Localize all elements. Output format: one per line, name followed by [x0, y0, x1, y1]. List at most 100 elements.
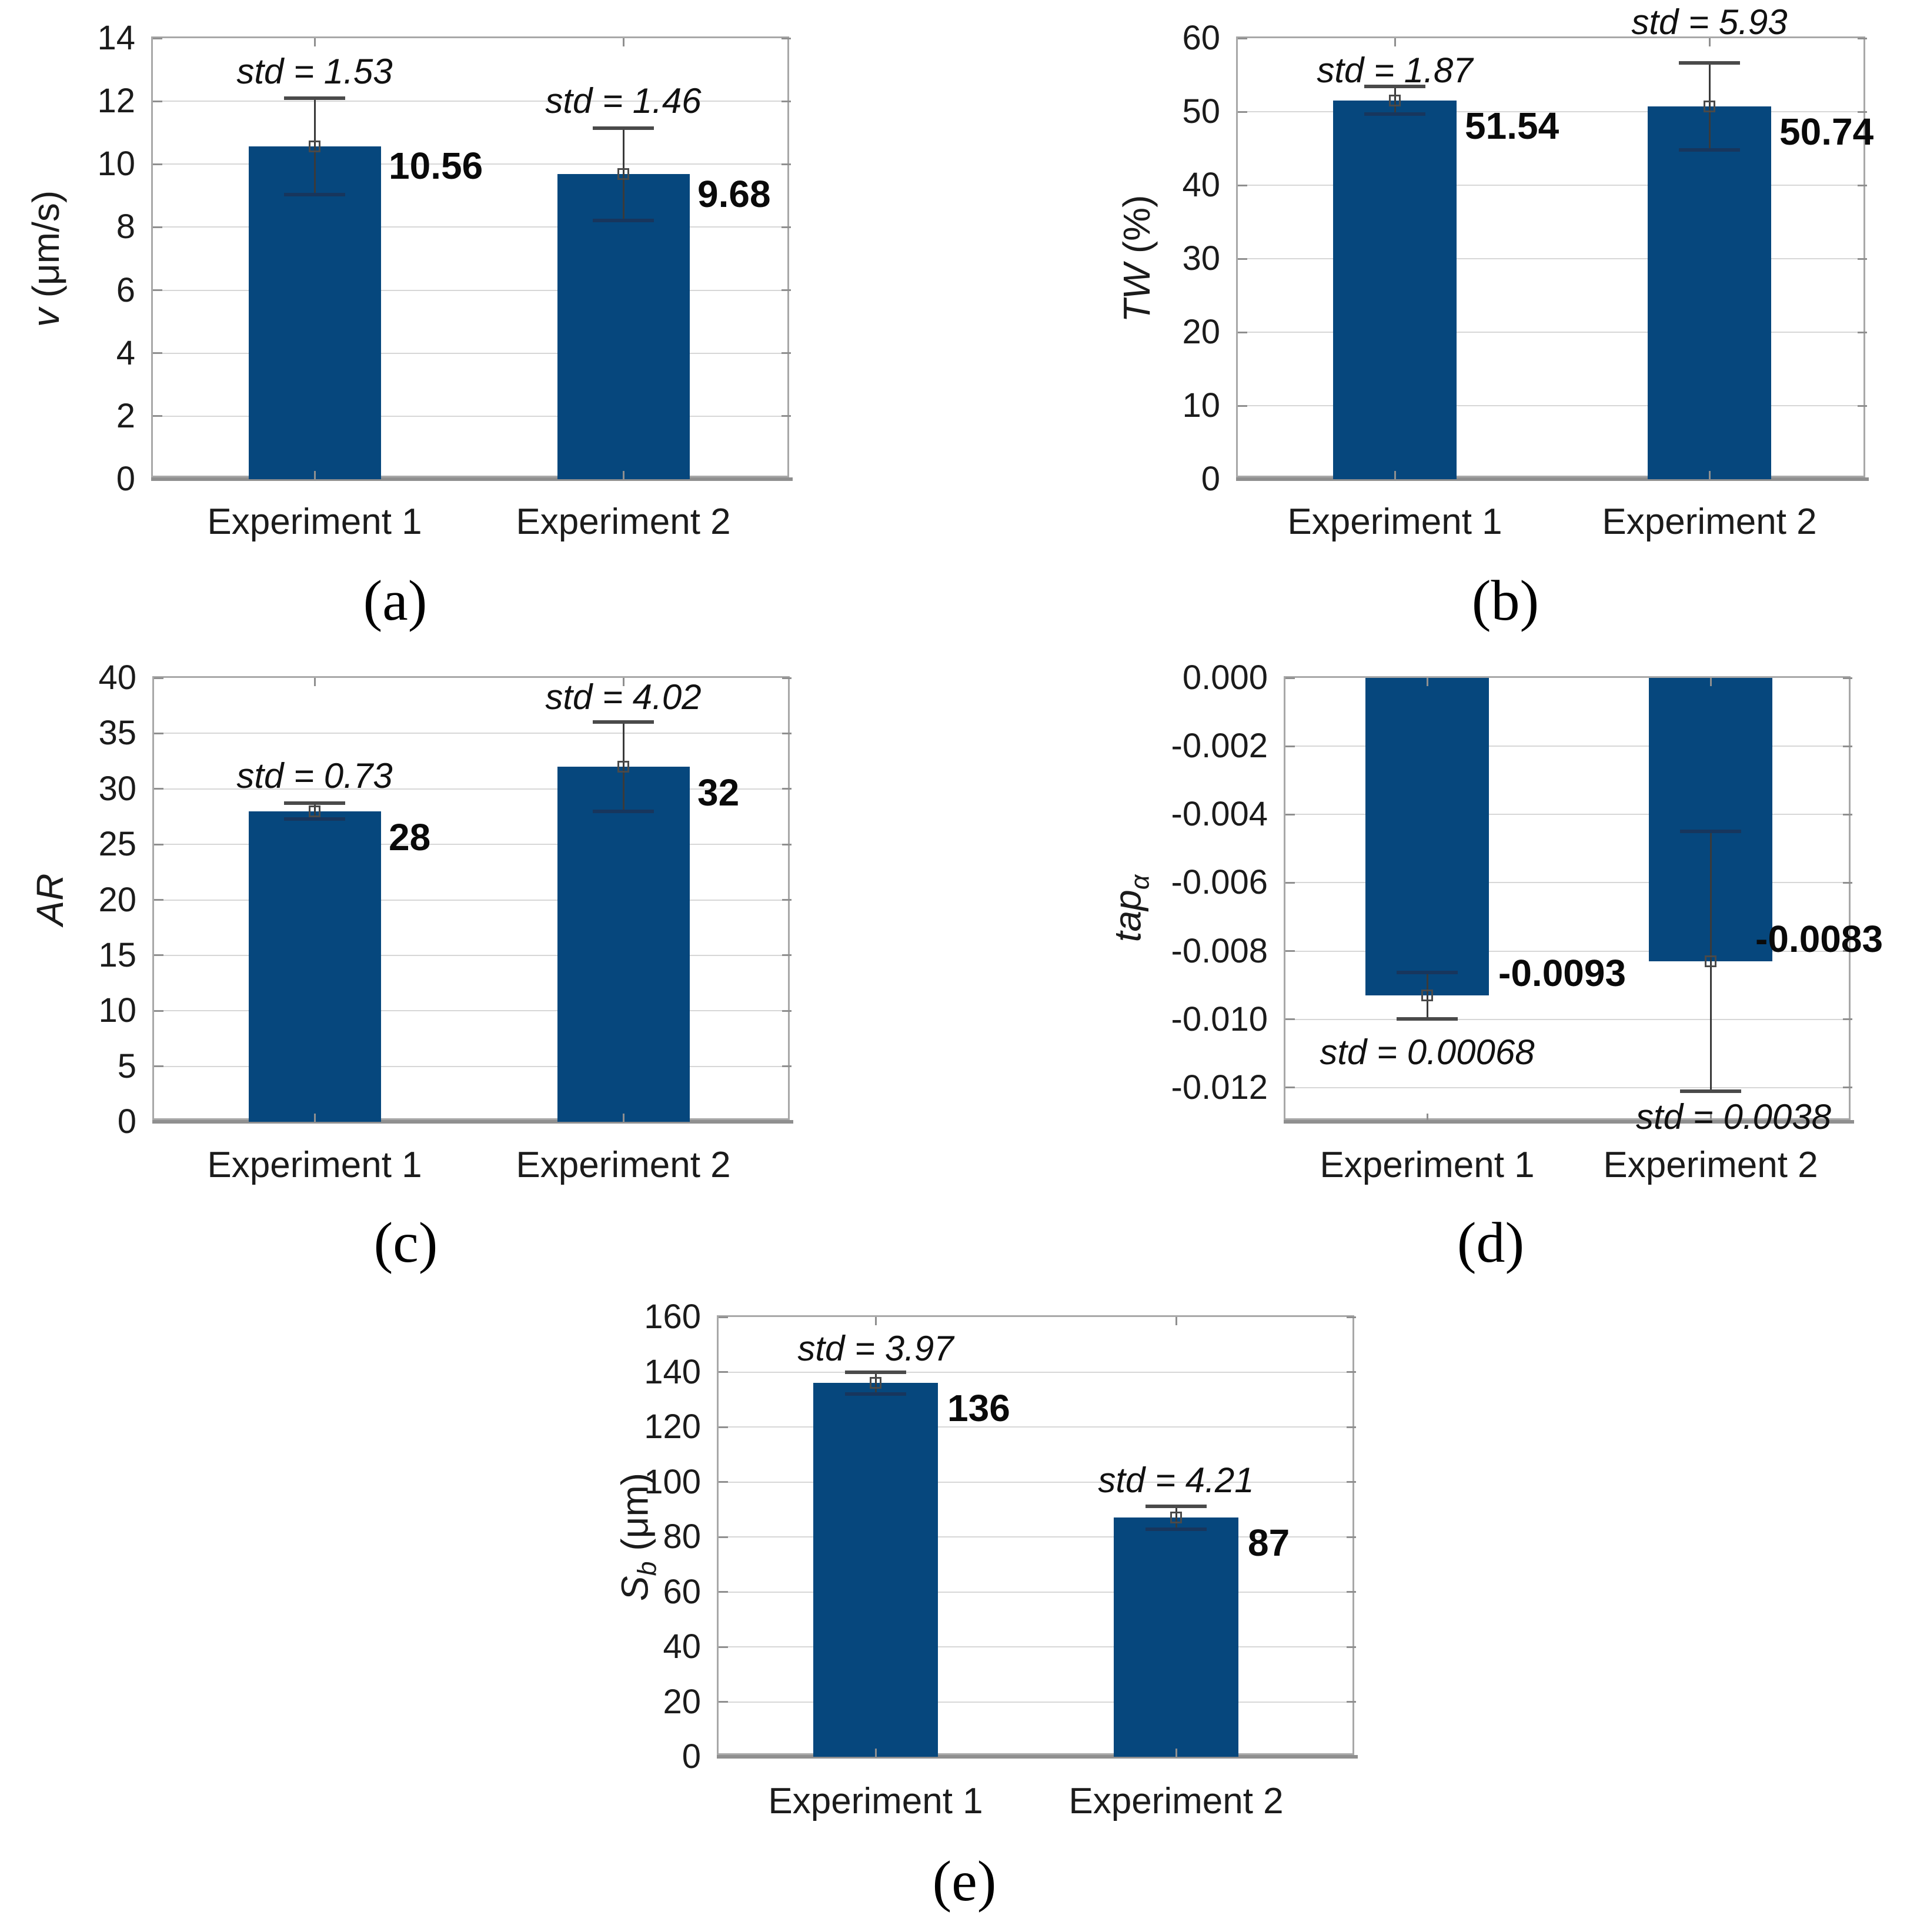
gridline [153, 415, 791, 417]
gridline [153, 289, 791, 291]
x-axis-line [1236, 477, 1869, 481]
y-tick-right [1347, 1536, 1356, 1538]
value-label: 50.74 [1779, 111, 1874, 153]
y-tick-label: 8 [116, 208, 135, 246]
x-category-label: Experiment 1 [1287, 502, 1502, 542]
x-tick-bottom [313, 471, 316, 479]
y-tick-right [1347, 1481, 1356, 1483]
panel-caption: (c) [373, 1211, 438, 1275]
y-tick-left [719, 1371, 728, 1373]
std-annotation: std = 4.02 [545, 677, 702, 717]
y-tick-right [1858, 111, 1867, 113]
y-tick-label: 12 [97, 82, 135, 121]
gridline [1285, 1018, 1852, 1020]
x-category-label: Experiment 2 [516, 502, 731, 542]
value-label: 87 [1248, 1522, 1290, 1564]
mean-marker [1705, 955, 1716, 968]
gridline [719, 1646, 1356, 1647]
error-bar [1709, 831, 1712, 1091]
y-tick-left [1238, 258, 1247, 260]
y-tick-left [154, 788, 163, 790]
mean-marker [309, 141, 320, 153]
y-tick-left [1285, 950, 1295, 952]
y-tick-right [782, 1065, 791, 1068]
mean-marker [617, 761, 629, 773]
y-tick-label: 10 [1182, 386, 1220, 424]
y-tick-label: 6 [116, 270, 135, 309]
y-tick-left [1285, 813, 1295, 815]
error-cap-top [284, 96, 345, 101]
gridline [154, 1065, 791, 1067]
gridline [1238, 332, 1867, 333]
y-tick-right [1858, 331, 1867, 333]
y-tick-label: 2 [116, 396, 135, 435]
x-category-label: Experiment 1 [768, 1781, 983, 1821]
y-tick-label: 0 [1201, 460, 1220, 498]
y-tick-right [782, 788, 791, 790]
gridline [153, 101, 791, 102]
error-cap-top [845, 1370, 906, 1374]
std-annotation: std = 0.00068 [1320, 1032, 1535, 1072]
gridline [1285, 746, 1852, 747]
error-cap-bottom [593, 809, 654, 813]
y-tick-right [1347, 1371, 1356, 1373]
bar-experiment-2 [1648, 106, 1771, 479]
mean-marker [870, 1377, 881, 1389]
y-tick-left [719, 1646, 728, 1648]
y-tick-label: 20 [663, 1682, 701, 1721]
x-tick-bottom [313, 1114, 316, 1122]
y-tick-left [719, 1481, 728, 1483]
y-tick-left [719, 1591, 728, 1593]
mean-marker [617, 168, 629, 181]
y-tick-left [154, 732, 163, 734]
x-axis-line [151, 477, 793, 481]
y-axis-label: AR [29, 874, 71, 926]
bar-experiment-2 [557, 767, 690, 1122]
gridline [1285, 814, 1852, 815]
value-label: -0.0093 [1498, 952, 1627, 994]
value-label: 51.54 [1465, 105, 1559, 147]
gridline [154, 788, 791, 790]
error-cap-bottom [845, 1392, 906, 1396]
y-tick-right [782, 289, 791, 292]
y-tick-label: 60 [1182, 19, 1220, 57]
bar-experiment-1 [1333, 100, 1457, 479]
y-tick-label: -0.002 [1171, 727, 1268, 766]
std-annotation: std = 1.53 [236, 52, 393, 91]
x-axis-line [1284, 1120, 1854, 1124]
y-tick-left [153, 37, 162, 39]
std-annotation: std = 0.0038 [1636, 1097, 1831, 1137]
y-tick-left [154, 1010, 163, 1012]
y-axis-label-part: b [632, 1561, 662, 1576]
x-tick-top [313, 678, 316, 686]
error-bar [313, 98, 316, 195]
panel-caption: (e) [932, 1850, 997, 1913]
bar-experiment-1 [248, 811, 381, 1122]
y-tick-left [1238, 37, 1247, 39]
gridline [1238, 258, 1867, 259]
y-tick-right [782, 1010, 791, 1012]
y-tick-right [1347, 1316, 1356, 1318]
error-cap-top [593, 126, 654, 131]
y-tick-left [154, 954, 163, 957]
x-tick-top [1709, 678, 1712, 686]
panel-caption: (d) [1457, 1211, 1525, 1275]
y-tick-left [1285, 1087, 1295, 1089]
x-category-label: Experiment 1 [207, 502, 422, 542]
y-tick-label: 0.000 [1182, 659, 1268, 697]
y-tick-label: 25 [98, 825, 136, 864]
gridline [1238, 111, 1867, 112]
y-axis-label-part: (%) [1116, 195, 1158, 264]
y-tick-label: 160 [644, 1298, 701, 1336]
y-tick-right [1347, 1646, 1356, 1648]
y-tick-label: 40 [1182, 166, 1220, 204]
error-bar [622, 128, 624, 220]
mean-marker [1389, 94, 1401, 106]
value-label: 10.56 [389, 145, 483, 187]
error-cap-top [1145, 1504, 1207, 1508]
y-tick-right [782, 899, 791, 901]
error-cap-top [1397, 970, 1458, 974]
std-annotation: std = 3.97 [797, 1329, 954, 1368]
y-tick-left [153, 163, 162, 165]
